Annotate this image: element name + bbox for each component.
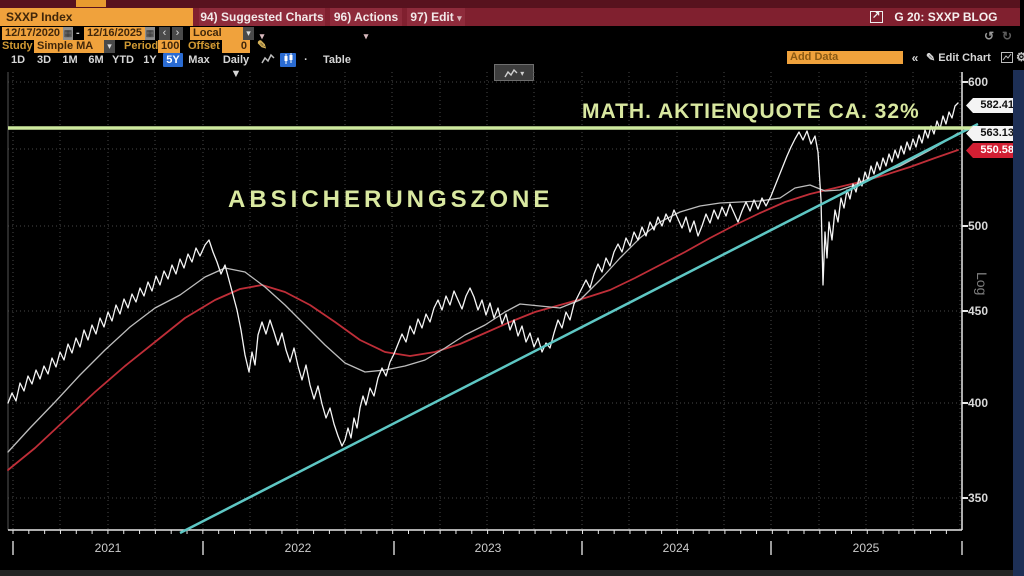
x-tick-2025: 2025 [852,541,880,555]
chevron-down-icon[interactable]: ▾ [243,27,254,40]
tf-5y-selected[interactable]: 5Y [163,53,183,67]
x-tick-2023: 2023 [474,541,502,555]
calendar-icon[interactable]: ▦ [145,27,155,40]
menu-edit[interactable]: 97) Edit ▾ [407,8,465,26]
launchpad-tab[interactable]: G 20: SXXP BLOG [870,8,998,25]
top-sliver-orange-field [76,0,106,7]
menu-suggested-charts[interactable]: 94) Suggested Charts ▾ [199,8,325,41]
chevron-down-icon: ▾ [259,31,265,41]
y-tick-350: 350 [968,491,989,505]
price-label-last: 582.41 [966,98,1018,113]
x-tick-2022: 2022 [284,541,312,555]
start-date-field[interactable]: 12/17/2020 [2,27,63,40]
x-tick-2021: 2021 [94,541,122,555]
chevron-down-icon[interactable]: ▾ [104,40,115,53]
pop-out-icon[interactable] [870,8,883,24]
tf-ytd[interactable]: YTD [112,54,134,66]
line-chart-icon[interactable] [260,53,276,67]
tf-3d[interactable]: 3D [36,54,52,66]
tf-1m[interactable]: 1M [62,54,78,66]
more-options-dot[interactable]: · [304,54,308,66]
interval-select[interactable]: Daily ▼ [222,54,250,80]
annotation-aktienquote: MATH. AKTIENQUOTE CA. 32% [582,100,920,123]
tf-6m[interactable]: 6M [88,54,104,66]
y-tick-450: 450 [968,304,989,318]
end-date-field[interactable]: 12/16/2025 [84,27,145,40]
tf-1d[interactable]: 1D [10,54,26,66]
chart-type-button[interactable]: ▾ [494,64,534,81]
chevron-down-icon: ▾ [457,13,462,23]
currency-select[interactable]: Local CCY [190,27,243,52]
window-bottom-edge [0,570,1013,576]
offset-label: Offset [188,40,220,52]
redo-icon[interactable]: ↻ [1002,29,1013,43]
candlestick-icon[interactable] [280,53,296,67]
period-label: Period [124,40,159,52]
menu-actions[interactable]: 96) Actions ▾ [330,8,402,41]
prev-range-button[interactable]: ‹ [159,27,170,40]
next-range-button[interactable]: › [172,27,183,40]
edit-chart-button[interactable]: ✎ Edit Chart [926,52,991,64]
collapse-toolbar-button[interactable]: « [911,51,919,65]
log-scale-label[interactable]: Log [974,272,990,296]
pencil-icon[interactable]: ✎ [257,38,268,52]
annotation-absicherungszone: ABSICHERUNGSZONE [228,186,554,213]
tf-1y[interactable]: 1Y [143,54,157,66]
y-tick-400: 400 [968,396,989,410]
offset-field[interactable]: 0 [222,40,250,53]
calendar-icon[interactable]: ▦ [63,27,73,40]
add-data-input[interactable]: Add Data [787,51,903,64]
window-edge-strip [1013,70,1024,576]
chart-settings-icon[interactable] [1000,52,1014,66]
top-window-sliver [0,0,1020,8]
y-tick-500: 500 [968,219,989,233]
series-ma-short-grey [7,132,959,453]
date-separator: - [76,27,80,39]
table-button[interactable]: Table [323,54,351,66]
series-price-white [7,102,959,447]
study-label: Study [2,40,33,52]
y-tick-600: 600 [968,75,989,89]
period-field[interactable]: 100 [158,40,180,53]
ticker-field[interactable]: SXXP Index [0,8,193,26]
tf-max[interactable]: Max [188,54,210,66]
undo-icon[interactable]: ↺ [984,29,995,43]
price-label-ma-100: 550.58 [966,143,1018,158]
trendline-cyan [179,122,979,535]
gear-icon[interactable]: ⚙ [1016,50,1024,64]
chevron-down-icon: ▾ [520,69,525,78]
chevron-down-icon: ▾ [363,31,369,41]
x-tick-2024: 2024 [662,541,690,555]
pencil-icon: ✎ [926,52,936,64]
study-select[interactable]: Simple MA [34,40,104,53]
series-ma-100-red [7,149,959,471]
price-label-ma-short: 563.13 [966,126,1018,141]
